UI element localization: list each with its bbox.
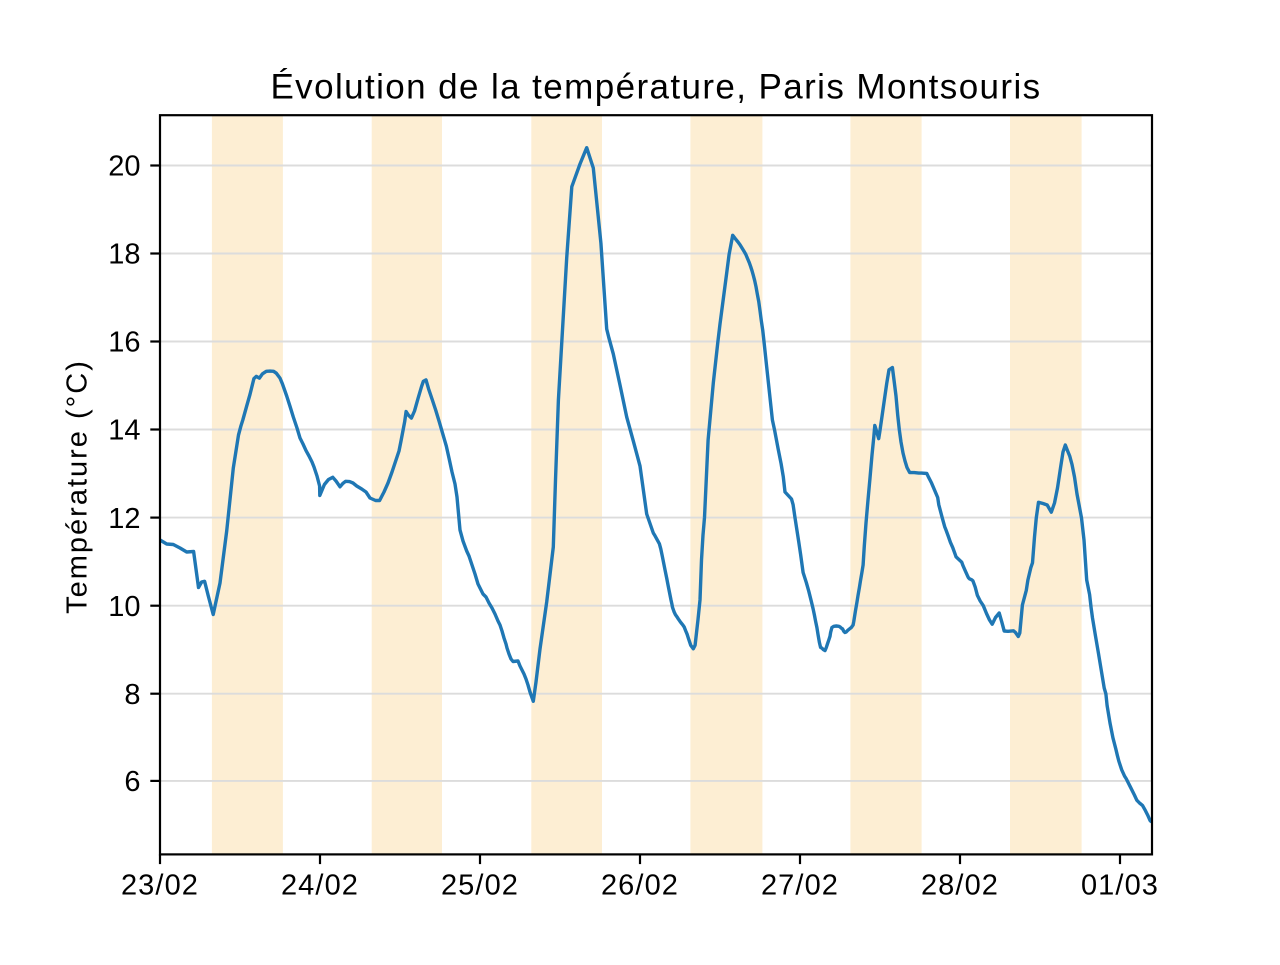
svg-text:10: 10	[108, 591, 140, 623]
svg-text:24/02: 24/02	[281, 869, 359, 901]
svg-text:01/03: 01/03	[1081, 869, 1159, 901]
svg-text:28/02: 28/02	[921, 869, 999, 901]
svg-text:14: 14	[108, 415, 140, 447]
svg-text:27/02: 27/02	[761, 869, 839, 901]
svg-text:12: 12	[108, 503, 140, 535]
svg-text:20: 20	[108, 151, 140, 183]
svg-text:23/02: 23/02	[121, 869, 199, 901]
svg-text:6: 6	[124, 766, 140, 798]
svg-text:26/02: 26/02	[601, 869, 679, 901]
svg-text:8: 8	[124, 679, 140, 711]
svg-text:16: 16	[108, 327, 140, 359]
svg-text:18: 18	[108, 239, 140, 271]
svg-text:Température (°C): Température (°C)	[62, 359, 94, 614]
svg-text:Évolution de la température, P: Évolution de la température, Paris Monts…	[270, 68, 1041, 107]
svg-text:25/02: 25/02	[441, 869, 519, 901]
